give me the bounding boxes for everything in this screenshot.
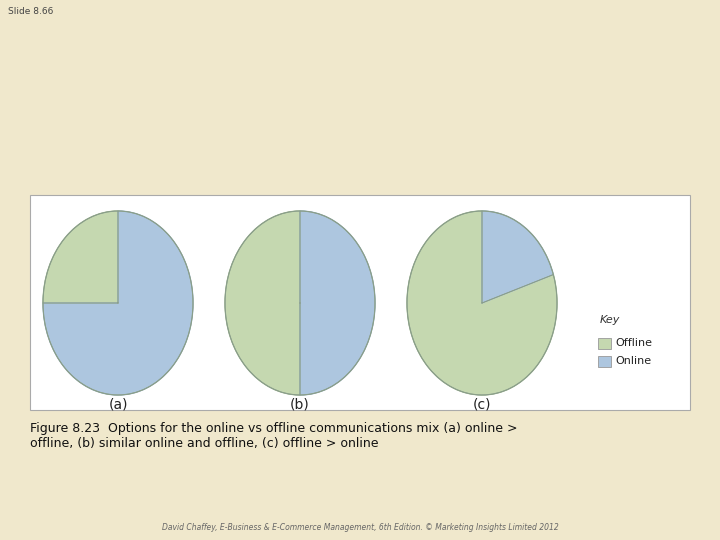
Text: Key: Key xyxy=(600,315,621,325)
Polygon shape xyxy=(225,211,300,395)
Text: Offline: Offline xyxy=(615,338,652,348)
Text: (b): (b) xyxy=(290,397,310,411)
Polygon shape xyxy=(482,211,554,303)
Polygon shape xyxy=(300,211,375,395)
Polygon shape xyxy=(43,211,193,395)
Text: Online: Online xyxy=(615,356,651,366)
Polygon shape xyxy=(43,211,118,303)
FancyBboxPatch shape xyxy=(598,338,611,349)
Polygon shape xyxy=(407,211,557,395)
Text: offline, (b) similar online and offline, (c) offline > online: offline, (b) similar online and offline,… xyxy=(30,437,379,450)
Text: (a): (a) xyxy=(108,397,127,411)
Text: David Chaffey, E-Business & E-Commerce Management, 6th Edition. © Marketing Insi: David Chaffey, E-Business & E-Commerce M… xyxy=(161,523,559,532)
Text: (c): (c) xyxy=(473,397,491,411)
FancyBboxPatch shape xyxy=(598,356,611,367)
FancyBboxPatch shape xyxy=(30,195,690,410)
Text: Slide 8.66: Slide 8.66 xyxy=(8,7,53,16)
Text: Figure 8.23  Options for the online vs offline communications mix (a) online >: Figure 8.23 Options for the online vs of… xyxy=(30,422,518,435)
